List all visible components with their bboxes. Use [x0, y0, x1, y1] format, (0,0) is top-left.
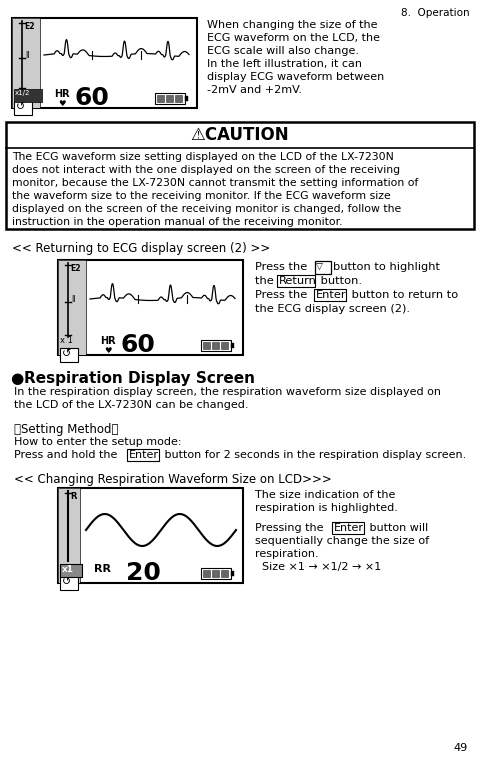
Bar [221, 342, 228, 349]
Bar [58, 260, 86, 355]
Text: ●: ● [10, 371, 23, 386]
Text: How to enter the setup mode:: How to enter the setup mode: [14, 437, 181, 447]
Bar [58, 488, 80, 583]
Text: 49: 49 [454, 743, 468, 753]
Text: In the left illustration, it can: In the left illustration, it can [207, 59, 362, 69]
Text: button will: button will [366, 523, 428, 533]
Text: II: II [71, 295, 75, 304]
Text: ECG waveform on the LCD, the: ECG waveform on the LCD, the [207, 33, 380, 43]
Text: -2mV and +2mV.: -2mV and +2mV. [207, 85, 302, 95]
Bar [58, 488, 243, 583]
Bar [60, 564, 82, 577]
Text: x1: x1 [62, 565, 74, 574]
Text: Respiration Display Screen: Respiration Display Screen [24, 371, 255, 386]
Text: instruction in the operation manual of the receiving monitor.: instruction in the operation manual of t… [12, 217, 343, 227]
Text: Enter: Enter [334, 523, 364, 533]
Text: display ECG waveform between: display ECG waveform between [207, 72, 384, 82]
Text: ↺: ↺ [62, 577, 72, 587]
Text: x1/2: x1/2 [15, 90, 30, 96]
Text: R: R [70, 492, 76, 501]
Bar [58, 260, 86, 355]
Bar [221, 570, 228, 577]
Text: Return: Return [279, 276, 317, 286]
Bar [157, 95, 164, 102]
Text: button to return to: button to return to [348, 290, 458, 300]
Text: When changing the size of the: When changing the size of the [207, 20, 377, 30]
Bar [14, 89, 42, 102]
Bar [201, 568, 231, 579]
Bar [314, 289, 346, 301]
Bar [203, 570, 210, 577]
Bar [175, 95, 182, 102]
Text: In the respiration display screen, the respiration waveform size displayed on: In the respiration display screen, the r… [14, 387, 441, 397]
Text: the LCD of the LX-7230N can be changed.: the LCD of the LX-7230N can be changed. [14, 400, 249, 410]
Text: E2: E2 [24, 22, 35, 31]
Bar [201, 340, 231, 351]
Bar [60, 576, 78, 590]
Bar [277, 275, 315, 287]
Text: respiration.: respiration. [255, 549, 319, 559]
Bar [6, 122, 474, 229]
Text: ♥: ♥ [58, 99, 65, 108]
Text: ［Setting Method］: ［Setting Method］ [14, 423, 119, 436]
Text: HR: HR [100, 336, 116, 346]
Text: Enter: Enter [129, 450, 159, 460]
Text: << Returning to ECG display screen (2) >>: << Returning to ECG display screen (2) >… [12, 242, 270, 255]
Bar [231, 571, 234, 576]
Text: respiration is highlighted.: respiration is highlighted. [255, 503, 398, 513]
Text: button to highlight: button to highlight [333, 262, 440, 272]
Bar [315, 261, 331, 274]
Text: Press and hold the: Press and hold the [14, 450, 118, 460]
Text: << Changing Respiration Waveform Size on LCD>>>: << Changing Respiration Waveform Size on… [14, 473, 332, 486]
Text: Press the: Press the [255, 290, 311, 300]
Bar [166, 95, 173, 102]
Text: button for 2 seconds in the respiration display screen.: button for 2 seconds in the respiration … [161, 450, 466, 460]
Text: 8.  Operation: 8. Operation [401, 8, 470, 18]
Bar [12, 18, 197, 108]
Text: ↺: ↺ [16, 102, 25, 112]
Text: button.: button. [317, 276, 362, 286]
Bar [127, 449, 159, 461]
Text: The ECG waveform size setting displayed on the LCD of the LX-7230N: The ECG waveform size setting displayed … [12, 152, 394, 162]
Bar [212, 570, 219, 577]
Bar [58, 488, 80, 583]
Text: does not interact with the one displayed on the screen of the receiving: does not interact with the one displayed… [12, 165, 400, 175]
Text: ♥: ♥ [104, 346, 111, 355]
Text: ▽: ▽ [316, 263, 323, 272]
Text: E2: E2 [70, 264, 81, 273]
Bar [14, 101, 32, 115]
Bar [12, 18, 40, 108]
Text: ↺: ↺ [62, 349, 72, 359]
Text: x 1: x 1 [60, 336, 73, 345]
Bar [212, 342, 219, 349]
Text: Pressing the: Pressing the [255, 523, 324, 533]
Text: the ECG display screen (2).: the ECG display screen (2). [255, 304, 410, 314]
Text: Enter: Enter [316, 290, 347, 300]
Bar [12, 18, 40, 108]
Bar [332, 522, 364, 534]
Bar [231, 343, 234, 348]
Text: 20: 20 [126, 561, 161, 585]
Text: 60: 60 [74, 86, 109, 110]
Text: The size indication of the: The size indication of the [255, 490, 396, 500]
Text: 60: 60 [120, 333, 155, 357]
Bar [185, 96, 188, 101]
Text: RR: RR [94, 564, 111, 574]
Bar [58, 260, 243, 355]
Text: Press the: Press the [255, 262, 307, 272]
Text: ECG scale will also change.: ECG scale will also change. [207, 46, 359, 56]
Text: ⚠CAUTION: ⚠CAUTION [191, 126, 289, 144]
Bar [203, 342, 210, 349]
Text: HR: HR [54, 89, 70, 99]
Text: displayed on the screen of the receiving monitor is changed, follow the: displayed on the screen of the receiving… [12, 204, 401, 214]
Text: the: the [255, 276, 277, 286]
Text: monitor, because the LX-7230N cannot transmit the setting information of: monitor, because the LX-7230N cannot tra… [12, 178, 419, 188]
Bar [60, 348, 78, 362]
Text: II: II [25, 51, 29, 60]
Text: the waveform size to the receiving monitor. If the ECG waveform size: the waveform size to the receiving monit… [12, 191, 391, 201]
Text: sequentially change the size of: sequentially change the size of [255, 536, 429, 546]
Text: Size ×1 → ×1/2 → ×1: Size ×1 → ×1/2 → ×1 [255, 562, 381, 572]
Bar [155, 93, 185, 104]
